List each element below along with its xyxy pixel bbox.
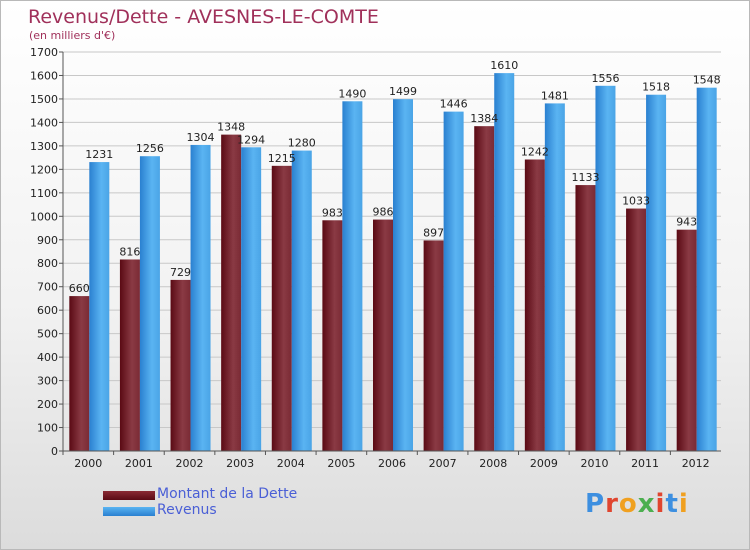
data-label-dette: 983 <box>322 206 343 219</box>
logo-letter: r <box>605 489 619 519</box>
data-label-revenus: 1518 <box>642 81 670 94</box>
y-tick-label: 1100 <box>30 187 58 200</box>
y-tick-label: 500 <box>37 328 58 341</box>
data-label-revenus: 1280 <box>288 137 316 150</box>
y-tick-label: 1400 <box>30 116 58 129</box>
y-tick-label: 1300 <box>30 140 58 153</box>
data-label-dette: 1242 <box>521 145 549 158</box>
logo-letter: P <box>585 489 606 519</box>
bar-revenus <box>190 144 211 451</box>
data-label-dette: 897 <box>423 226 444 239</box>
bar-revenus <box>89 162 110 451</box>
y-tick-label: 600 <box>37 304 58 317</box>
logo-letter: x <box>637 489 656 519</box>
x-tick-label: 2001 <box>125 457 153 470</box>
legend-label-dette: Montant de la Dette <box>157 486 298 502</box>
y-tick-label: 900 <box>37 234 58 247</box>
bar-revenus <box>393 99 413 452</box>
legend-swatch-revenus <box>103 507 155 516</box>
bar-dette <box>170 279 191 451</box>
data-label-revenus: 1548 <box>693 74 721 87</box>
y-tick-label: 800 <box>37 257 58 270</box>
y-tick-label: 1500 <box>30 93 58 106</box>
data-label-revenus: 1490 <box>338 87 366 100</box>
x-tick-label: 2008 <box>479 457 507 470</box>
legend-swatch-dette <box>103 491 155 500</box>
bar-dette <box>373 219 393 451</box>
chart-title: Revenus/Dette - AVESNES-LE-COMTE <box>28 6 379 28</box>
bar-dette <box>119 259 140 451</box>
y-tick-label: 0 <box>51 445 58 458</box>
bar-revenus <box>646 94 667 452</box>
data-label-dette: 1348 <box>217 121 245 134</box>
x-tick-label: 2005 <box>327 457 355 470</box>
bar-dette <box>322 220 343 451</box>
x-tick-label: 2010 <box>580 457 608 470</box>
data-label-revenus: 1294 <box>237 133 265 146</box>
bar-revenus <box>241 147 262 451</box>
x-tick-label: 2007 <box>429 457 457 470</box>
chart-subtitle: (en milliers d'€) <box>29 29 116 42</box>
bar-revenus <box>494 73 515 451</box>
bar-revenus <box>544 103 565 452</box>
bar-revenus <box>291 150 312 451</box>
bar-dette <box>676 229 697 451</box>
data-label-dette: 943 <box>676 216 697 229</box>
data-label-revenus: 1256 <box>136 142 164 155</box>
data-label-dette: 816 <box>119 245 140 258</box>
x-tick-label: 2004 <box>277 457 305 470</box>
bar-dette <box>575 185 596 451</box>
x-tick-label: 2002 <box>176 457 204 470</box>
data-label-dette: 1215 <box>268 152 296 165</box>
bar-dette <box>423 240 444 451</box>
y-tick-label: 100 <box>37 422 58 435</box>
bar-dette <box>524 159 545 451</box>
bar-dette <box>271 165 292 452</box>
bar-dette <box>626 208 647 451</box>
data-label-revenus: 1556 <box>591 72 619 85</box>
data-label-dette: 1133 <box>571 171 599 184</box>
x-tick-label: 2006 <box>378 457 406 470</box>
y-tick-label: 1000 <box>30 210 58 223</box>
y-tick-label: 1200 <box>30 163 58 176</box>
data-label-dette: 1033 <box>622 195 650 208</box>
bar-revenus <box>595 85 616 452</box>
x-tick-label: 2000 <box>74 457 102 470</box>
y-tick-label: 400 <box>37 351 58 364</box>
y-tick-label: 200 <box>37 398 58 411</box>
y-tick-label: 1600 <box>30 69 58 82</box>
x-tick-label: 2003 <box>226 457 254 470</box>
y-tick-label: 300 <box>37 375 58 388</box>
x-tick-label: 2009 <box>530 457 558 470</box>
data-label-dette: 660 <box>69 282 90 295</box>
bar-revenus <box>443 111 464 451</box>
data-label-dette: 986 <box>373 206 394 219</box>
data-label-revenus: 1304 <box>187 131 215 144</box>
bar-revenus <box>139 156 160 451</box>
logo-letter: o <box>618 489 638 519</box>
bar-dette <box>221 134 242 452</box>
bar-revenus <box>342 101 363 451</box>
bar-dette <box>69 296 90 451</box>
data-label-dette: 729 <box>170 266 191 279</box>
x-tick-label: 2012 <box>682 457 710 470</box>
bar-dette <box>474 126 495 452</box>
data-label-revenus: 1231 <box>85 148 113 161</box>
y-tick-label: 1700 <box>30 46 58 59</box>
legend-label-revenus: Revenus <box>157 502 217 518</box>
y-tick-label: 700 <box>37 281 58 294</box>
logo-letter: i <box>655 489 666 519</box>
data-label-revenus: 1499 <box>389 85 417 98</box>
data-label-revenus: 1610 <box>490 59 518 72</box>
proxiti-logo: Proxiti <box>585 489 689 519</box>
x-tick-label: 2011 <box>631 457 659 470</box>
data-label-dette: 1384 <box>470 112 498 125</box>
data-label-revenus: 1481 <box>541 89 569 102</box>
bar-revenus <box>696 87 717 451</box>
logo-letter: i <box>678 489 689 519</box>
data-label-revenus: 1446 <box>440 98 468 111</box>
logo-letter: t <box>665 489 679 519</box>
